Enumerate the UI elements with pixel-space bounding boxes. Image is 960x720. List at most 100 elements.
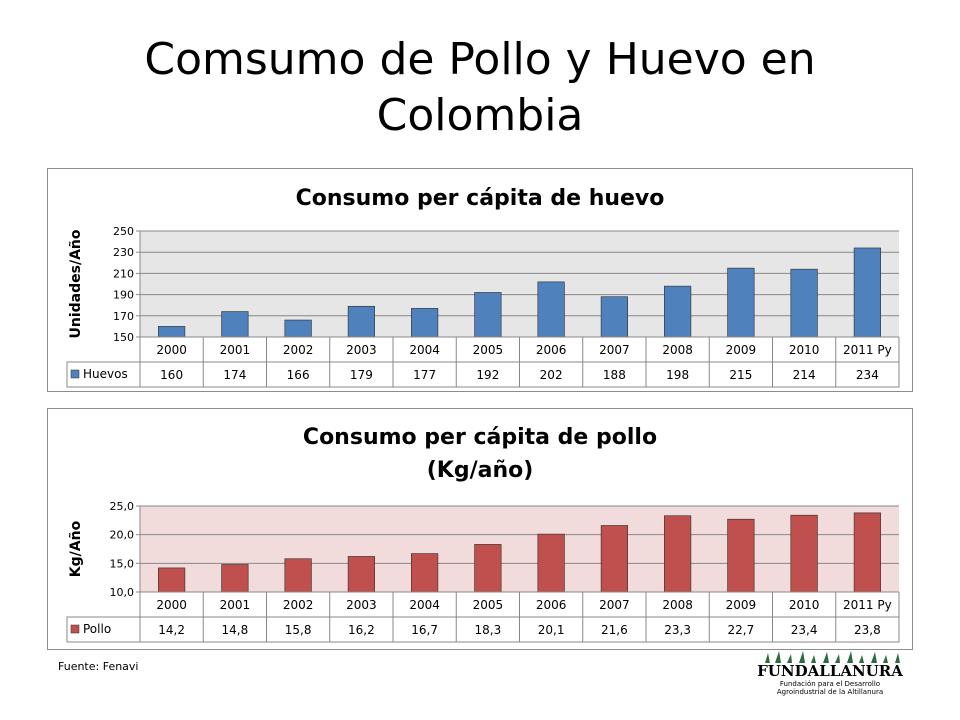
chicken-chart-title: Consumo per cápita de pollo (303, 425, 657, 450)
chicken-bar (347, 556, 375, 593)
chicken-bar (284, 558, 312, 593)
chicken-category-label: 2008 (662, 598, 693, 612)
egg-category-label: 2009 (726, 343, 757, 357)
chicken-y-tick-label: 20,0 (110, 529, 135, 542)
chicken-value-label: 14,2 (158, 623, 185, 637)
chicken-value-label: 15,8 (285, 623, 312, 637)
chicken-y-tick-label: 15,0 (110, 557, 135, 570)
egg-bar (411, 308, 439, 338)
chicken-value-label: 20,1 (538, 623, 565, 637)
logo-subtitle-2: Agroindustrial de la Altillanura (777, 688, 883, 696)
egg-plot-area (140, 231, 899, 337)
chicken-value-label: 14,8 (222, 623, 249, 637)
logo-name: FUNDALLANURA (757, 662, 903, 680)
chicken-category-label: 2004 (409, 598, 440, 612)
chicken-y-tick-label: 25,0 (110, 500, 135, 513)
egg-value-label: 160 (160, 368, 183, 382)
egg-bar (347, 305, 375, 338)
egg-value-label: 214 (793, 368, 816, 382)
chicken-category-label: 2010 (789, 598, 820, 612)
chicken-chart-svg: Consumo per cápita de pollo (Kg/año) 10,0 1… (66, 425, 900, 643)
egg-category-label: 2007 (599, 343, 630, 357)
chicken-bar (221, 564, 249, 593)
egg-value-label: 174 (223, 368, 246, 382)
egg-category-label: 2000 (156, 343, 187, 357)
egg-value-label: 215 (729, 368, 752, 382)
egg-bar (221, 311, 249, 338)
chicken-y-tick-label: 10,0 (110, 586, 135, 599)
chicken-category-label: 2011 Py (843, 598, 892, 612)
chicken-category-label: 2003 (346, 598, 377, 612)
egg-value-label: 192 (476, 368, 499, 382)
chicken-bar (727, 518, 755, 593)
egg-category-label: 2002 (283, 343, 314, 357)
egg-legend-swatch (70, 369, 80, 379)
chicken-category-label: 2000 (156, 598, 187, 612)
chicken-value-label: 16,7 (411, 623, 438, 637)
egg-y-axis-label: Unidades/Año (68, 229, 84, 338)
egg-category-label: 2011 Py (843, 343, 892, 357)
chicken-bar (158, 567, 186, 593)
egg-y-tick-label: 210 (113, 267, 134, 280)
egg-value-label: 188 (603, 368, 626, 382)
egg-bar (284, 319, 312, 338)
chicken-category-label: 2009 (726, 598, 757, 612)
chicken-value-label: 18,3 (475, 623, 502, 637)
egg-chart-svg: Consumo per cápita de huevo 150 170 190 210 2… (66, 186, 900, 388)
chicken-bar (474, 544, 502, 593)
source-note: Fuente: Fenavi (58, 660, 139, 673)
egg-y-tick-label: 150 (113, 331, 134, 344)
egg-bar (537, 281, 565, 338)
egg-y-tick-label: 190 (113, 289, 134, 302)
egg-category-label: 2001 (220, 343, 251, 357)
egg-category-label: 2008 (662, 343, 693, 357)
chicken-value-label: 22,7 (728, 623, 755, 637)
chicken-value-label: 21,6 (601, 623, 628, 637)
chicken-category-label: 2001 (220, 598, 251, 612)
egg-bar (853, 247, 881, 338)
egg-chart-title: Consumo per cápita de huevo (296, 186, 665, 211)
egg-value-label: 202 (540, 368, 563, 382)
egg-value-label: 198 (666, 368, 689, 382)
chicken-bar (853, 512, 881, 593)
chicken-bar (664, 515, 692, 593)
egg-bar (600, 296, 628, 338)
egg-bar (474, 292, 502, 338)
egg-legend-series-name: Huevos (83, 367, 128, 381)
egg-y-tick-label: 170 (113, 310, 134, 323)
egg-y-tick-label: 230 (113, 246, 134, 259)
chicken-bar (600, 525, 628, 593)
egg-category-label: 2004 (409, 343, 440, 357)
chicken-value-label: 16,2 (348, 623, 375, 637)
logo-subtitle-1: Fundación para el Desarrollo (780, 680, 880, 688)
chicken-legend-series-name: Pollo (83, 622, 111, 636)
chicken-category-label: 2007 (599, 598, 630, 612)
chicken-legend-swatch (70, 624, 80, 634)
chicken-value-label: 23,3 (664, 623, 691, 637)
chicken-chart-subtitle: (Kg/año) (427, 458, 534, 483)
chicken-bar (411, 553, 439, 593)
chicken-bar (790, 514, 818, 593)
egg-y-tick-label: 250 (113, 225, 134, 238)
chicken-category-label: 2006 (536, 598, 567, 612)
chicken-consumption-chart: Consumo per cápita de pollo (Kg/año) 10,0 1… (47, 408, 913, 650)
chicken-y-axis-label: Kg/Año (68, 520, 84, 577)
logo-grass-icon (765, 651, 900, 663)
egg-consumption-chart: Consumo per cápita de huevo 150 170 190 210 2… (47, 168, 913, 392)
egg-value-label: 166 (287, 368, 310, 382)
egg-category-label: 2003 (346, 343, 377, 357)
egg-value-label: 179 (350, 368, 373, 382)
egg-value-label: 234 (856, 368, 879, 382)
egg-bar (158, 326, 186, 338)
chicken-value-label: 23,8 (854, 623, 881, 637)
chicken-value-label: 23,4 (791, 623, 818, 637)
chicken-category-label: 2002 (283, 598, 314, 612)
egg-category-label: 2005 (473, 343, 504, 357)
chicken-category-label: 2005 (473, 598, 504, 612)
chicken-plot-area (140, 506, 899, 592)
egg-value-label: 177 (413, 368, 436, 382)
slide-title: Comsumo de Pollo y Huevo en Colombia (144, 34, 816, 141)
egg-category-label: 2006 (536, 343, 567, 357)
chicken-bar (537, 533, 565, 593)
egg-bar (664, 285, 692, 338)
